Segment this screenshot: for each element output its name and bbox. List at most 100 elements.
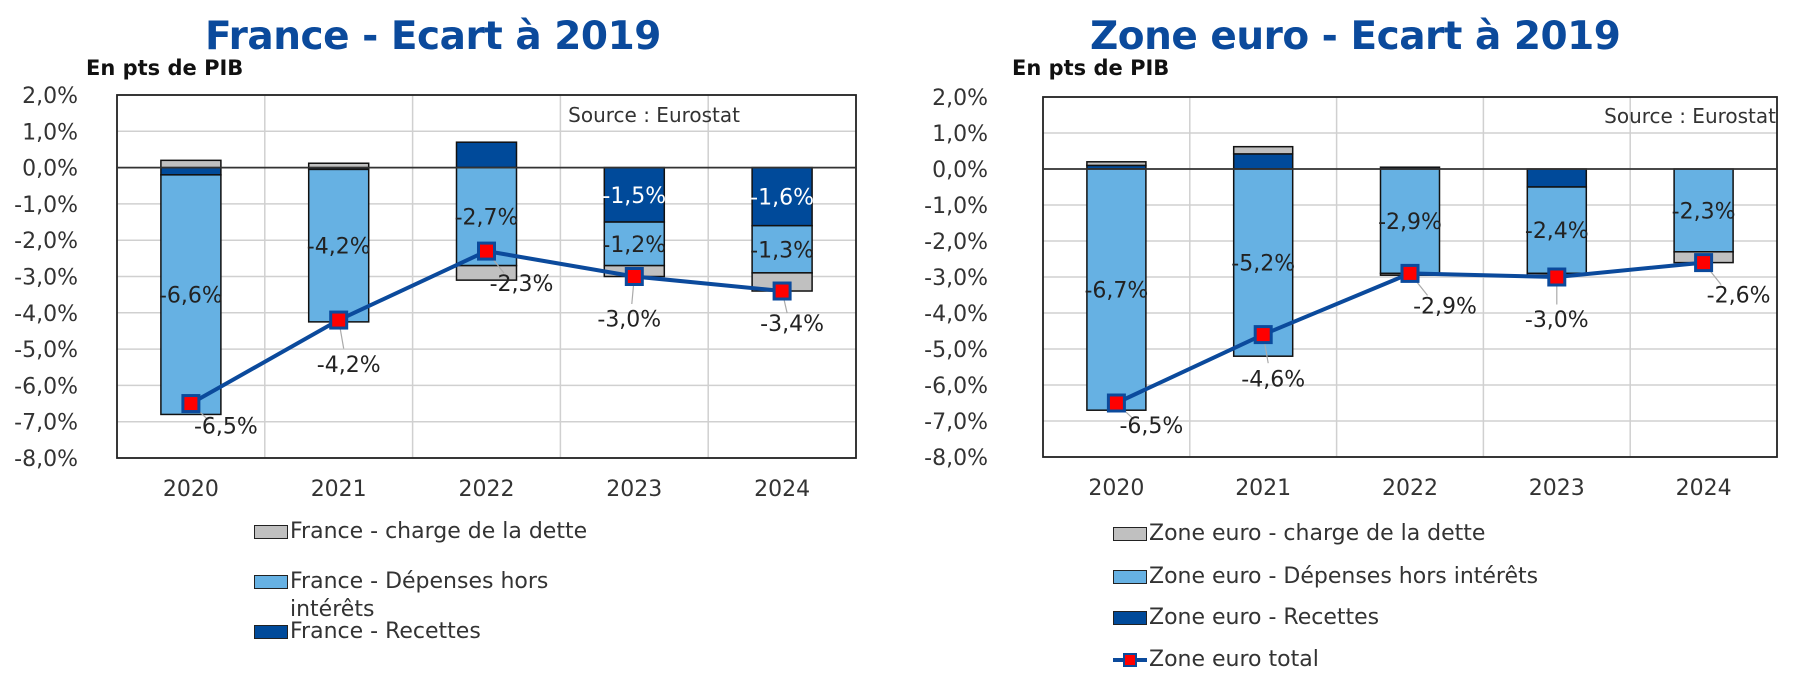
total-label: -4,2% [317, 353, 381, 378]
y-tick-label: -4,0% [14, 302, 78, 327]
legend-item-depenses: Zone euro - Dépenses hors intérêts [1113, 563, 1538, 591]
y-tick-label: -8,0% [924, 446, 988, 471]
y-tick-label: -1,0% [924, 194, 988, 219]
total-marker-2024 [1694, 253, 1714, 273]
total-marker-2020 [181, 394, 201, 414]
total-marker-2024 [772, 281, 792, 301]
total-marker-2022 [477, 241, 496, 261]
bar-dette-2020 [160, 159, 222, 169]
source-annotation: Source : Eurostat [1604, 104, 1776, 128]
source-annotation: Source : Eurostat [568, 103, 740, 127]
y-tick-label: -4,0% [924, 302, 988, 327]
total-line [1115, 260, 1704, 405]
legend-item-recettes: France - Recettes [254, 618, 481, 646]
y-tick-label: -2,0% [924, 230, 988, 255]
legend-label: France - Dépenses hors intérêts [290, 569, 549, 622]
legend-item-dette: France - charge de la dette [254, 518, 587, 546]
y-tick-label: 2,0% [932, 86, 988, 111]
bar-depenses-2022 [1379, 168, 1441, 275]
bar-label-depenses: -5,2% [1231, 252, 1295, 277]
bar-recettes-2024 [751, 166, 813, 227]
total-label: -3,0% [1525, 308, 1589, 333]
total-marker-2023 [1547, 267, 1567, 287]
x-tick-label: 2020 [1088, 476, 1144, 501]
x-tick-label: 2022 [459, 477, 515, 502]
bar-depenses-2020 [160, 174, 222, 416]
chart-title: Zone euro - Ecart à 2019 [1090, 14, 1621, 59]
y-tick-label: -8,0% [14, 447, 78, 472]
bar-recettes-2023 [1526, 168, 1588, 188]
legend-swatch-icon [254, 625, 288, 639]
legend-item-total: Zone euro total [1113, 646, 1319, 674]
bar-label-depenses: -4,2% [307, 235, 371, 260]
legend-label: Zone euro - Dépenses hors intérêts [1149, 564, 1539, 589]
y-tick-label: 0,0% [22, 157, 78, 182]
total-label: -2,9% [1413, 294, 1477, 319]
total-marker-2021 [1253, 325, 1273, 345]
y-axis-unit-label: En pts de PIB [86, 56, 244, 80]
bar-dette-2021 [1232, 145, 1294, 155]
legend-label-line2: intérêts [290, 597, 375, 622]
bar-label-depenses: -1,2% [602, 233, 666, 258]
bar-depenses-2024 [1673, 168, 1734, 253]
y-tick-label: -3,0% [14, 266, 78, 291]
total-marker-2022 [1400, 263, 1420, 283]
legend-label: France - Recettes [290, 619, 481, 644]
legend-label: Zone euro total [1149, 647, 1319, 672]
bar-label-depenses: -2,7% [455, 206, 519, 231]
x-tick-label: 2023 [1529, 476, 1585, 501]
total-label: -6,5% [194, 415, 258, 440]
total-marker-2023 [624, 267, 644, 286]
y-tick-label: -6,0% [924, 374, 988, 399]
y-tick-label: -6,0% [14, 374, 78, 399]
legend-label: Zone euro - charge de la dette [1149, 521, 1486, 546]
bar-label-depenses: -2,9% [1378, 210, 1442, 235]
bar-label-recettes: -1,6% [750, 186, 814, 211]
chart-title: France - Ecart à 2019 [205, 14, 661, 59]
x-tick-label: 2023 [606, 477, 662, 502]
plot-frame [1042, 96, 1778, 458]
bar-label-depenses: -2,4% [1525, 219, 1589, 244]
bar-dette-2020 [1086, 161, 1147, 167]
x-tick-label: 2024 [1676, 476, 1732, 501]
y-tick-label: 0,0% [932, 158, 988, 183]
plot-area: 2,0% 1,0% 0,0% -1,0% -2,0% -3,0% -4,0% -5,0% -6,… [14, 84, 857, 502]
bar-recettes-2022 [455, 141, 518, 169]
legend-swatch-icon [254, 525, 288, 539]
total-marker-2020 [1106, 393, 1126, 413]
legend-label: France - charge de la dette [290, 519, 588, 544]
bars: -6,7% -5,2% -2,9% -2,4% -2,3% [1084, 145, 1736, 411]
legend-label: Zone euro - Recettes [1149, 605, 1380, 630]
legend-swatch-icon [1113, 653, 1147, 667]
y-tick-label: -1,0% [14, 193, 78, 218]
total-label: -6,5% [1119, 414, 1183, 439]
bar-recettes-2021 [1232, 153, 1294, 170]
x-tick-label: 2022 [1382, 476, 1438, 501]
x-tick-label: 2021 [311, 477, 367, 502]
legend-swatch-icon [254, 575, 288, 589]
chart-france: France - Ecart à 2019 En pts de PIB 2,0%… [14, 14, 857, 646]
legend-swatch-icon [1113, 611, 1147, 625]
y-tick-label: -2,0% [14, 229, 78, 254]
bar-depenses-2023 [1526, 186, 1588, 275]
bar-depenses-2020 [1086, 168, 1147, 411]
total-label: -3,0% [597, 308, 661, 333]
total-label: -2,6% [1707, 284, 1771, 309]
chart-zone-euro: Zone euro - Ecart à 2019 En pts de PIB 2… [900, 0, 1797, 693]
legend-swatch-icon [1113, 527, 1147, 541]
bar-label-depenses: -1,3% [750, 238, 814, 263]
y-axis-unit-label: En pts de PIB [1012, 56, 1170, 80]
legend-item-depenses: France - Dépenses hors intérêts [254, 568, 548, 624]
y-tick-label: -5,0% [14, 338, 78, 363]
total-label: -4,6% [1241, 368, 1305, 393]
bar-label-recettes: -1,5% [602, 184, 666, 209]
x-tick-label: 2020 [163, 477, 219, 502]
legend-item-recettes: Zone euro - Recettes [1113, 604, 1379, 632]
y-tick-label: 1,0% [22, 120, 78, 145]
y-tick-label: -7,0% [14, 411, 78, 436]
y-tick-label: 2,0% [22, 84, 78, 109]
plot-frame [116, 94, 857, 459]
bar-recettes-2020 [160, 166, 222, 176]
bar-label-depenses: -6,6% [159, 284, 223, 309]
bar-recettes-2023 [603, 166, 666, 223]
